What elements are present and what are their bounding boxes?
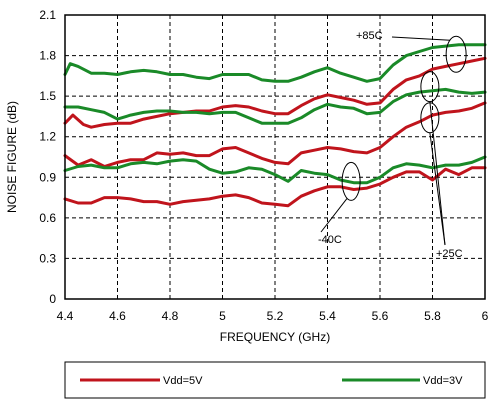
annotation-minus40c: -40C [318, 234, 342, 246]
series-line-2 [63, 87, 487, 125]
legend-label-vdd3v: Vdd=3V [423, 375, 463, 387]
x-tick-label: 4.4 [57, 309, 74, 323]
x-tick-label: 4.6 [109, 309, 126, 323]
annotation-layer: +85C +25C -40C [318, 30, 467, 260]
x-tick-label: 4.8 [162, 309, 179, 323]
x-tick-label: 5.8 [424, 309, 441, 323]
annotation-leader-25c-bottom [429, 132, 446, 246]
y-tick-label: 0.9 [39, 170, 56, 184]
axis-layer: FREQUENCY (GHz) NOISE FIGURE (dB) 4.4 4.6… [5, 8, 489, 344]
annotation-leader-25c-top [429, 101, 446, 246]
annotation-ellipse-minus40c [341, 161, 361, 201]
annotation-plus25c: +25C [436, 248, 463, 260]
x-tick-label: 6 [482, 309, 489, 323]
series-line-3 [63, 101, 487, 168]
grid-layer [65, 15, 485, 299]
y-tick-label: 1.2 [39, 130, 56, 144]
y-tick-label: 0 [49, 292, 56, 306]
y-tick-label: 1.5 [39, 89, 56, 103]
y-tick-label: 0.6 [39, 211, 56, 225]
y-tick-label: 1.8 [39, 49, 56, 63]
series-line-4 [63, 155, 487, 185]
y-tick-label: 2.1 [39, 8, 56, 22]
x-tick-label: 5 [219, 309, 226, 323]
legend: Vdd=5V Vdd=3V [64, 361, 486, 399]
annotation-plus85c: +85C [356, 30, 383, 42]
annotation-leader-minus40c [320, 198, 348, 233]
y-tick-label: 0.3 [39, 251, 56, 265]
series-line-1 [63, 56, 487, 129]
annotation-ellipse-85c [445, 35, 467, 73]
annotation-leader-85c [391, 36, 451, 41]
y-axis-title: NOISE FIGURE (dB) [5, 101, 19, 213]
x-axis-title: FREQUENCY (GHz) [220, 330, 330, 344]
series-line-0 [63, 43, 487, 83]
x-tick-label: 5.6 [372, 309, 389, 323]
x-tick-label: 5.4 [319, 309, 336, 323]
series-layer [63, 43, 487, 208]
legend-label-vdd5v: Vdd=5V [163, 375, 203, 387]
plot-frame [64, 14, 486, 300]
x-tick-label: 5.2 [267, 309, 284, 323]
series-line-5 [63, 166, 487, 208]
annotation-ellipse-25c-top [420, 71, 440, 103]
